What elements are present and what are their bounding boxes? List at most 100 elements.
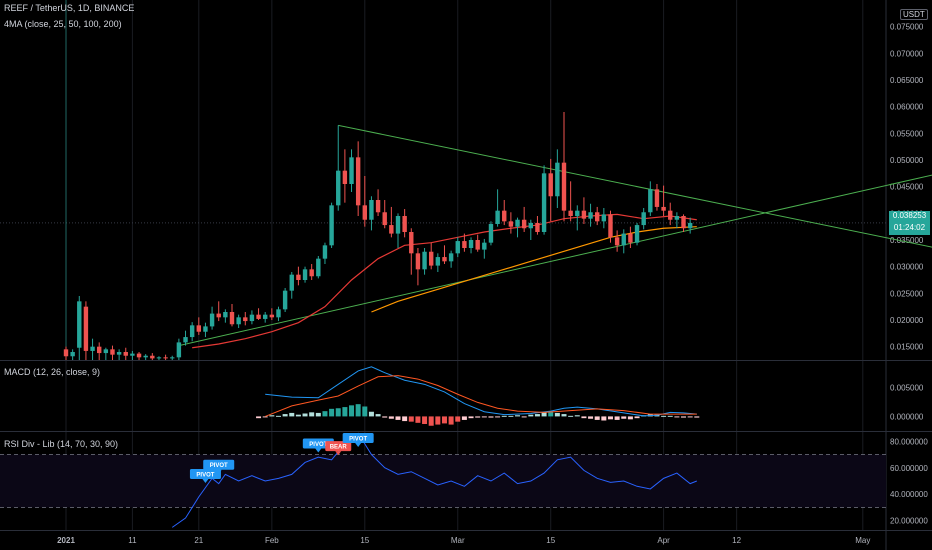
candle-body (482, 242, 487, 250)
rsi-legend: RSI Div - Lib (14, 70, 30, 90) (4, 439, 119, 449)
candle-body (110, 349, 115, 355)
candle-body (156, 357, 162, 359)
macd-line (265, 366, 697, 417)
candle-body (395, 216, 401, 234)
candle-body (369, 200, 374, 220)
candle-body (150, 355, 155, 359)
candle-body (541, 173, 547, 232)
macd-histogram-bar (256, 416, 262, 419)
rsi-axis-label: 80.000000 (890, 437, 928, 446)
candle-body (575, 210, 580, 216)
trendline (338, 124, 932, 248)
rsi-marker-label: PIVOT (196, 472, 214, 478)
candle-body (389, 225, 394, 234)
macd-histogram-bar (342, 407, 348, 417)
macd-histogram-bar (368, 411, 374, 417)
price-axis-label: 0.030000 (890, 263, 924, 272)
candle-body (687, 222, 693, 229)
macd-histogram-bar (468, 416, 474, 419)
candle-body (448, 253, 454, 262)
macd-histogram-bar (501, 415, 507, 417)
macd-histogram-bar (461, 416, 467, 420)
rsi-marker-pointer (202, 478, 209, 483)
macd-histogram-bar (428, 416, 434, 426)
candle-body (462, 241, 467, 248)
price-axis-label: 0.050000 (890, 156, 924, 165)
price-axis-label: 0.060000 (890, 103, 924, 112)
rsi-marker-pointer (215, 469, 222, 474)
currency-badge[interactable]: USDT (900, 9, 928, 20)
macd-histogram-bar (508, 415, 514, 417)
macd-histogram-bar (289, 412, 295, 417)
macd-histogram-bar (408, 416, 414, 422)
candle-body (189, 325, 195, 338)
rsi-marker-badge (203, 459, 235, 470)
macd-histogram-bar (574, 415, 580, 417)
macd-axis-label: 0.000000 (890, 412, 924, 421)
macd-histogram-bar (568, 415, 574, 417)
rsi-marker-label: PIVOT (210, 463, 228, 469)
macd-histogram-bar (534, 414, 540, 417)
candle-body (382, 212, 387, 226)
candle-body (269, 314, 275, 318)
price-axis (886, 0, 932, 550)
macd-histogram-bar (362, 406, 368, 417)
x-tick-label: May (855, 536, 870, 545)
rsi-axis-label: 20.000000 (890, 517, 928, 526)
macd-axis-label: 0.005000 (890, 383, 924, 392)
candle-body (70, 352, 75, 357)
candle-body (415, 253, 421, 270)
macd-histogram-bar (441, 416, 447, 424)
candle-body (143, 355, 148, 358)
candle-body (362, 205, 367, 220)
candle-body (375, 200, 381, 213)
candle-body (170, 357, 175, 359)
candle-body (548, 173, 553, 197)
candle-body (263, 314, 268, 319)
candle-body (614, 237, 620, 246)
macd-histogram-bar (322, 411, 328, 417)
candle-body (163, 357, 168, 359)
candle-body (641, 212, 646, 226)
candle-body (595, 212, 600, 222)
candle-body (276, 309, 281, 318)
ma-legend: 4MA (close, 25, 50, 100, 200) (4, 19, 122, 29)
macd-histogram-bar (448, 416, 454, 425)
candle-body (256, 314, 261, 319)
macd-histogram-bar (621, 416, 627, 419)
rsi-axis-label: 40.000000 (890, 490, 928, 499)
candle-body (302, 269, 308, 280)
candle-body (455, 241, 460, 254)
macd-histogram-bar (541, 412, 547, 417)
rsi-line (171, 432, 697, 528)
candle-body (329, 205, 334, 246)
macd-histogram-bar (661, 415, 667, 417)
candle-body (355, 157, 361, 206)
macd-histogram-bar (315, 412, 321, 417)
x-tick-label: 11 (128, 536, 137, 545)
candle-body (90, 346, 95, 351)
price-axis-label: 0.015000 (890, 343, 924, 352)
x-tick-label: Mar (451, 536, 465, 545)
candle-body (130, 353, 135, 356)
candle-body (322, 245, 328, 259)
rsi-marker-label: PIVOT (349, 437, 367, 443)
rsi-axis-label: 60.000000 (890, 464, 928, 473)
symbol-legend: REEF / TetherUS, 1D, BINANCE (4, 3, 135, 13)
macd-histogram-bar (554, 412, 560, 417)
candle-body (495, 210, 500, 224)
candle-body (661, 206, 666, 211)
macd-histogram-bar (515, 415, 521, 417)
candle-body (568, 210, 573, 216)
price-axis-label: 0.035000 (890, 236, 924, 245)
macd-histogram-bar (402, 416, 408, 422)
macd-histogram-bar (687, 416, 693, 418)
macd-histogram-bar (395, 416, 401, 420)
candle-body (555, 162, 560, 197)
macd-histogram-bar (681, 416, 687, 418)
trendline (178, 174, 932, 347)
x-tick-label: 2021 (57, 536, 75, 545)
macd-histogram-bar (309, 412, 315, 417)
rsi-marker-label: BEAR (330, 445, 348, 451)
